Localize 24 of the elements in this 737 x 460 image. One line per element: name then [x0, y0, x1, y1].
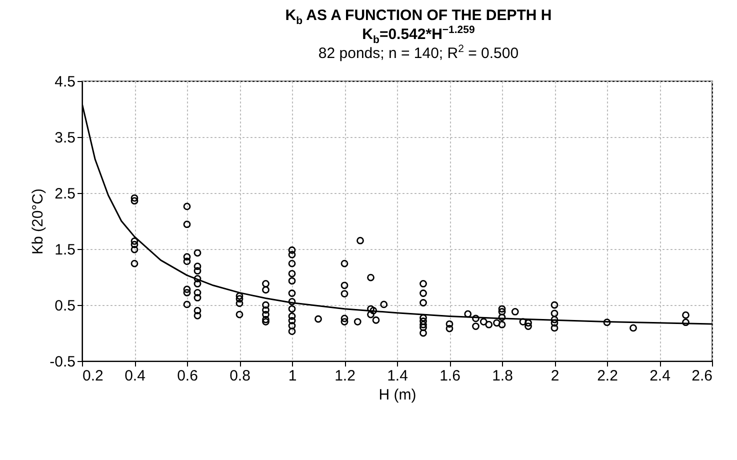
y-tick-label: 3.5	[54, 130, 76, 146]
chart-title: K$_{b}$ AS A FUNCTION OF THE DEPTH H	[284, 6, 553, 27]
y-tick-label: 1.5	[54, 242, 76, 258]
x-tick-label: 0.2	[82, 368, 104, 384]
x-tick-label: 1.8	[492, 368, 513, 384]
x-tick-label: 2.2	[597, 368, 618, 384]
x-tick-label: 2.4	[650, 368, 670, 384]
x-tick-label: 0.6	[177, 368, 198, 384]
x-tick-label: 1	[288, 368, 297, 384]
y-tick-label: -0.5	[50, 354, 76, 370]
x-tick-label: 0.8	[230, 368, 250, 384]
y-axis-title: Kb (20°C)	[30, 188, 47, 255]
x-tick-label: 1.2	[334, 368, 356, 384]
x-tick-label: 2	[550, 368, 560, 384]
x-axis-title: H (m)	[378, 386, 416, 404]
text: 82 ponds; n = 140; R$^{2}$ = 0.500	[317, 43, 520, 64]
x-tick-label: 2.6	[692, 368, 712, 384]
x-tick-label: 1.4	[387, 368, 408, 384]
x-tick-label: 1.6	[440, 368, 460, 384]
y-tick-label: 2.5	[54, 186, 76, 202]
y-tick-label: 4.5	[54, 74, 76, 90]
y-tick-label: 0.5	[54, 298, 76, 314]
x-tick-label: 0.4	[124, 368, 146, 384]
chart-subtitle: K$_{b}$=0.542*H$^{−1.259}$	[362, 24, 475, 46]
